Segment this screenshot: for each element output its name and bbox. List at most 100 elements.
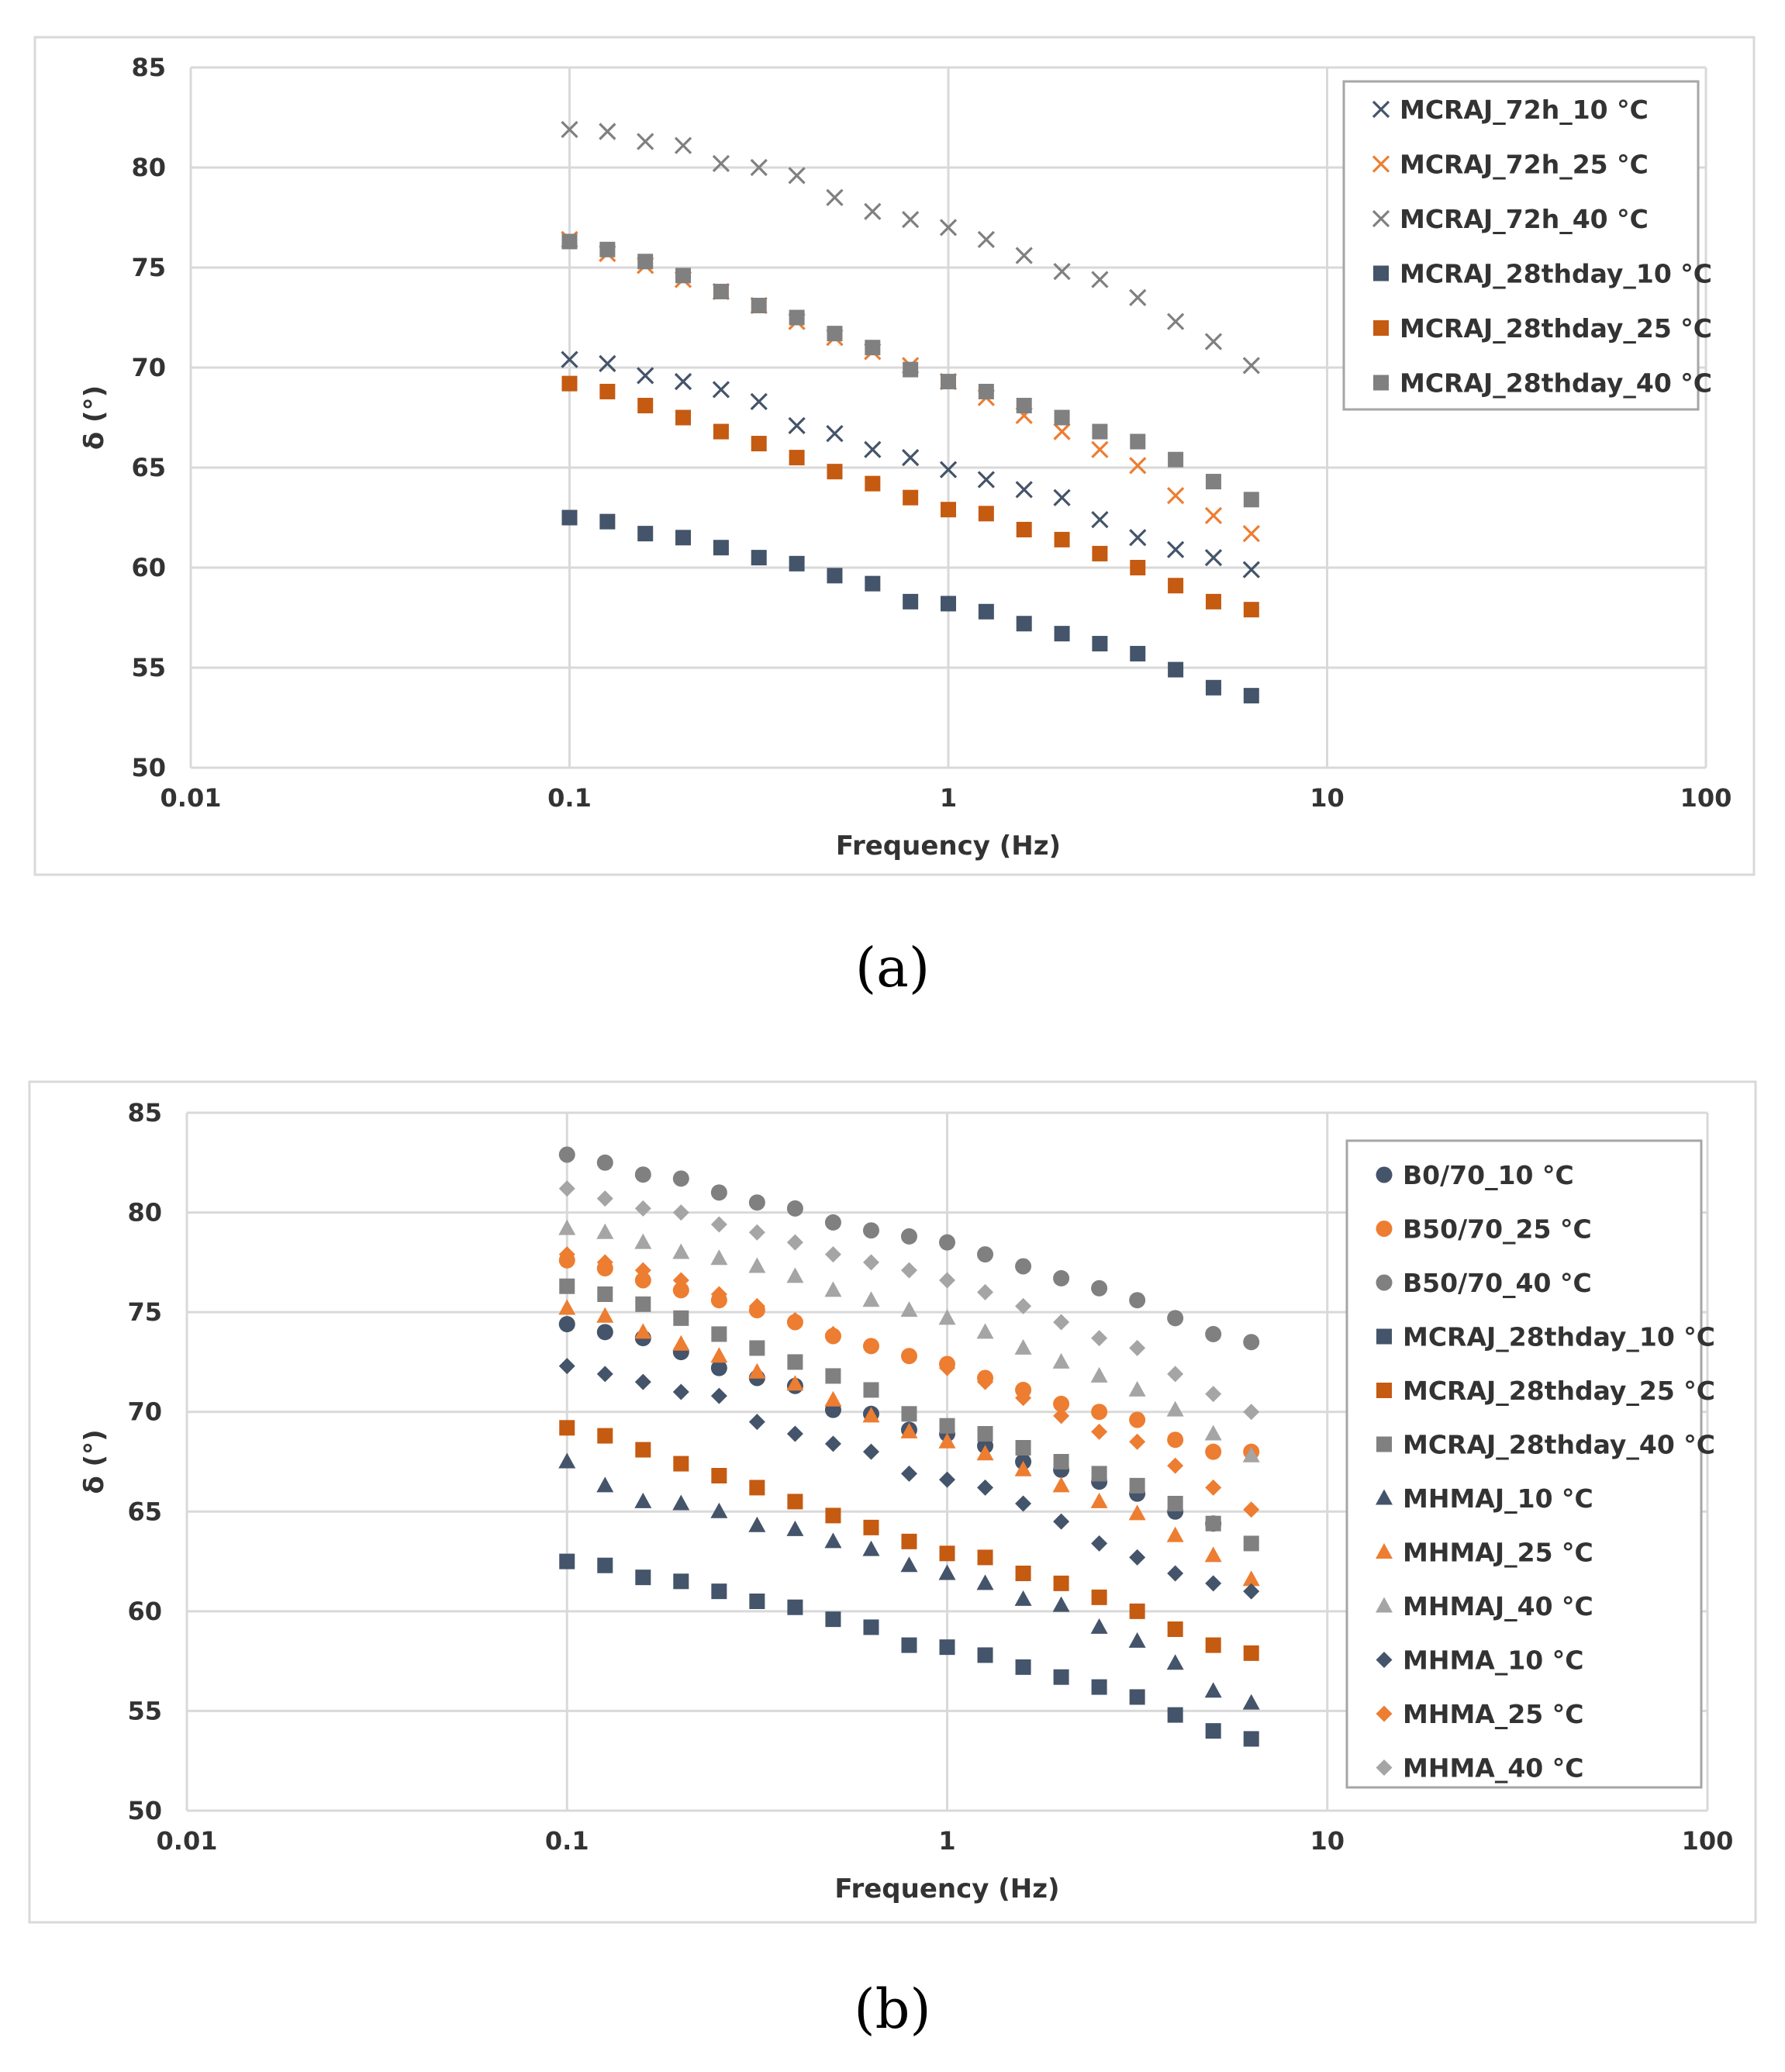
- series-2: [561, 120, 1260, 375]
- legend-label: MHMAJ_25 °C: [1403, 1538, 1593, 1568]
- data-point: [1016, 398, 1032, 414]
- legend-label: MHMA_40 °C: [1403, 1753, 1583, 1784]
- data-point: [748, 1414, 765, 1431]
- series-8: [558, 1219, 1260, 1462]
- data-point: [939, 1234, 955, 1251]
- data-point: [977, 1549, 993, 1566]
- data-point: [1091, 1279, 1108, 1297]
- data-point: [599, 123, 616, 140]
- data-point: [824, 1281, 842, 1297]
- data-point: [1052, 1352, 1070, 1369]
- data-point: [637, 526, 654, 542]
- data-point: [634, 1373, 651, 1390]
- data-point: [558, 1246, 575, 1263]
- data-point: [1129, 1689, 1145, 1705]
- data-point: [712, 381, 730, 399]
- data-point: [1242, 1694, 1260, 1710]
- data-point: [863, 1382, 879, 1398]
- data-point: [1054, 531, 1070, 547]
- legend-label: B0/70_10 °C: [1403, 1160, 1574, 1190]
- data-point: [1166, 540, 1185, 558]
- data-point: [1130, 645, 1146, 661]
- legend-marker: [1373, 265, 1389, 281]
- series-9: [558, 1358, 1260, 1600]
- data-point: [826, 188, 844, 206]
- data-point: [1053, 1513, 1070, 1530]
- legend-marker: [1376, 1166, 1393, 1183]
- data-point: [1205, 474, 1221, 490]
- data-point: [1167, 1707, 1183, 1723]
- data-point: [1014, 1338, 1032, 1355]
- data-point: [1243, 1583, 1260, 1600]
- data-point: [672, 1335, 690, 1351]
- data-point: [864, 202, 882, 220]
- data-point: [748, 1194, 765, 1211]
- data-point: [599, 383, 616, 399]
- data-point: [1052, 1596, 1070, 1612]
- data-point: [597, 1286, 613, 1302]
- series-11: [558, 1180, 1260, 1421]
- y-axis-title: δ (°): [79, 1429, 110, 1494]
- figure-panel-b: 50 55 60 65 70 75 80 85 0.01 0.1 1 10 100 Frequency (…: [0, 1039, 1785, 2072]
- data-point: [1166, 486, 1185, 505]
- data-point: [1129, 1411, 1146, 1428]
- data-point: [1243, 1535, 1259, 1552]
- data-point: [597, 1428, 613, 1444]
- x-tick-label: 100: [1682, 1826, 1734, 1856]
- data-point: [561, 375, 578, 392]
- data-point: [710, 1387, 727, 1404]
- data-point: [862, 1291, 880, 1307]
- y-tick-label: 80: [127, 1198, 162, 1228]
- data-point: [1205, 1575, 1222, 1592]
- data-point: [596, 1254, 613, 1271]
- data-point: [713, 540, 729, 556]
- data-point: [827, 326, 843, 342]
- legend-label: MHMAJ_10 °C: [1403, 1483, 1593, 1514]
- data-point: [634, 1323, 652, 1339]
- data-point: [939, 1272, 955, 1289]
- data-point: [710, 1286, 727, 1303]
- data-point: [786, 1375, 804, 1391]
- data-point: [1243, 1404, 1260, 1421]
- data-point: [675, 530, 692, 546]
- data-point: [1053, 1269, 1070, 1286]
- data-point: [596, 1154, 613, 1171]
- data-point: [1015, 247, 1033, 264]
- data-point: [672, 1170, 689, 1187]
- data-point: [902, 448, 920, 467]
- legend-marker: [1373, 320, 1389, 336]
- data-point: [558, 1146, 575, 1163]
- data-point: [710, 1216, 727, 1233]
- legend-label: MCRAJ_28thday_25 °C: [1403, 1376, 1715, 1406]
- series-7: [558, 1299, 1260, 1587]
- data-point: [596, 1476, 614, 1493]
- data-point: [1053, 1454, 1069, 1469]
- y-tick-label: 50: [131, 753, 166, 782]
- data-point: [751, 550, 767, 566]
- y-axis-title: δ (°): [79, 385, 110, 450]
- data-point: [750, 158, 768, 177]
- data-point: [976, 1445, 994, 1461]
- data-point: [711, 1583, 727, 1600]
- data-point: [938, 1432, 956, 1449]
- data-point: [1205, 1637, 1221, 1653]
- data-point: [1168, 578, 1184, 594]
- data-point: [1205, 593, 1221, 610]
- y-tick-label: 70: [131, 353, 166, 382]
- data-point: [1091, 1535, 1108, 1552]
- data-point: [1053, 423, 1071, 440]
- data-point: [1242, 525, 1260, 543]
- data-point: [1242, 357, 1260, 375]
- data-point: [1091, 440, 1109, 458]
- data-point: [901, 1637, 917, 1653]
- data-point: [711, 1468, 727, 1483]
- data-point: [1166, 1526, 1184, 1542]
- data-point: [789, 450, 805, 466]
- data-point: [1091, 510, 1109, 529]
- data-point: [1129, 457, 1147, 475]
- legend-marker: [1376, 1543, 1393, 1559]
- data-point: [978, 603, 994, 620]
- data-point: [977, 471, 995, 489]
- data-point: [674, 136, 692, 154]
- legend-label: MHMA_25 °C: [1403, 1699, 1583, 1729]
